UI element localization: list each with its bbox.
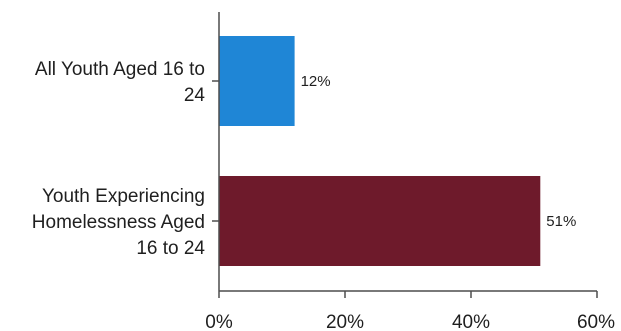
data-label-2: 51% — [546, 213, 576, 230]
category-label-line: 16 to 24 — [136, 238, 205, 259]
category-label-2: Youth Experiencing Homelessness Aged 16 to… — [32, 186, 206, 259]
bars-layer — [219, 36, 541, 266]
bar-1 — [219, 36, 295, 126]
category-label-line: Homelessness Aged — [32, 212, 205, 233]
x-tick-label-4: 60% — [577, 312, 615, 331]
x-tick-label-3: 40% — [452, 312, 490, 331]
x-tick-label-2: 20% — [326, 312, 364, 331]
category-label-line: 24 — [184, 85, 206, 106]
category-label-line: All Youth Aged 16 to — [35, 59, 205, 80]
x-tick-label-1: 0% — [205, 312, 233, 331]
category-label-line: Youth Experiencing — [42, 186, 205, 207]
data-label-1: 12% — [301, 73, 331, 90]
axes-layer — [218, 12, 597, 292]
bar-2 — [219, 176, 541, 266]
category-label-1: All Youth Aged 16 to 24 — [35, 59, 206, 106]
labels-layer: All Youth Aged 16 to 24 12% Youth Experienc… — [32, 59, 615, 331]
